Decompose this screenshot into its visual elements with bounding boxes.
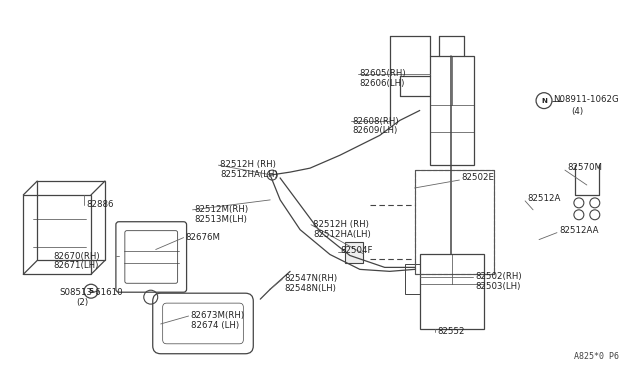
Bar [37,181,105,260]
Text: 82502(RH): 82502(RH) [476,272,522,281]
Text: 82570M: 82570M [567,163,602,172]
Bar [404,264,420,294]
Text: 82609(LH): 82609(LH) [353,126,398,135]
Text: 82608(RH): 82608(RH) [353,116,399,125]
Text: 82670(RH): 82670(RH) [53,251,100,260]
Bar [415,170,494,274]
Text: (2): (2) [76,298,88,307]
Text: 82512H (RH): 82512H (RH) [220,160,276,169]
Text: N08911-1062G: N08911-1062G [553,95,619,104]
Text: 82548N(LH): 82548N(LH) [284,284,336,293]
Bar [23,195,91,274]
Text: 82512HA(LH): 82512HA(LH) [313,230,371,239]
Text: A825*0 P6: A825*0 P6 [573,352,619,361]
Text: 82552: 82552 [438,327,465,336]
Text: 82503(LH): 82503(LH) [476,282,521,291]
Text: 82674 (LH): 82674 (LH) [191,321,239,330]
Text: 82512AA: 82512AA [559,226,598,235]
Text: S: S [88,288,93,294]
Text: 82513M(LH): 82513M(LH) [195,215,248,224]
Bar [420,254,484,329]
Bar [429,56,474,165]
Text: 82512A: 82512A [527,194,561,203]
Text: 82512HA(LH): 82512HA(LH) [220,170,278,179]
Text: S08513-61610: S08513-61610 [59,288,123,297]
Text: 82606(LH): 82606(LH) [360,79,405,88]
Text: 82671(LH): 82671(LH) [53,262,99,270]
Text: 82676M: 82676M [186,232,221,242]
Text: 82547N(RH): 82547N(RH) [284,274,337,283]
Text: 82673M(RH): 82673M(RH) [191,311,244,320]
Text: 82504F: 82504F [340,246,372,254]
Text: 82605(RH): 82605(RH) [360,69,406,78]
Text: N: N [541,97,547,104]
Text: (4): (4) [571,107,583,116]
Text: 82512M(RH): 82512M(RH) [195,205,249,214]
Bar [345,241,363,263]
Bar [415,170,494,274]
Text: 82512H (RH): 82512H (RH) [313,220,369,229]
Text: 82502E: 82502E [461,173,494,182]
Text: 82886: 82886 [86,200,113,209]
